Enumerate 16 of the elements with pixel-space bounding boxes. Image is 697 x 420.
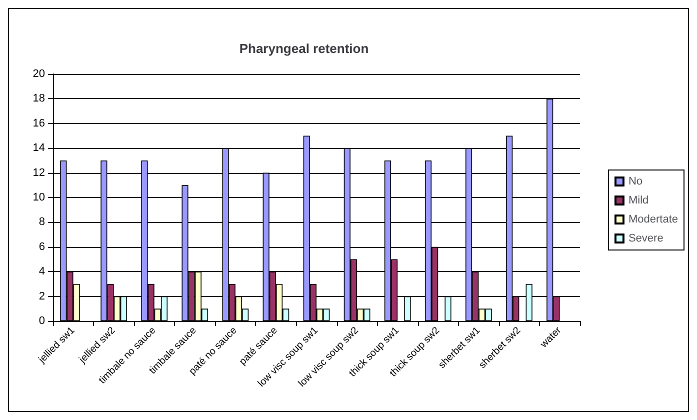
y-tick-label: 0: [38, 315, 45, 327]
y-tick-label: 4: [38, 266, 45, 278]
y-tick-label: 20: [32, 68, 45, 80]
y-tick-label: 6: [38, 240, 45, 253]
y-tick-label: 16: [32, 117, 45, 130]
y-tick-label: 8: [38, 216, 45, 228]
y-tick-label: 10: [32, 192, 45, 204]
legend-label: Mild: [628, 194, 649, 206]
legend-label: No: [628, 176, 643, 188]
legend-label: Severe: [628, 232, 664, 244]
legend-label: Modertate: [628, 214, 678, 226]
y-tick-label: 14: [32, 142, 45, 154]
chart-title: Pharyngeal retention: [239, 41, 369, 56]
y-tick-label: 12: [32, 166, 45, 179]
y-tick-label: 2: [38, 290, 45, 302]
y-tick-label: 18: [32, 92, 45, 105]
